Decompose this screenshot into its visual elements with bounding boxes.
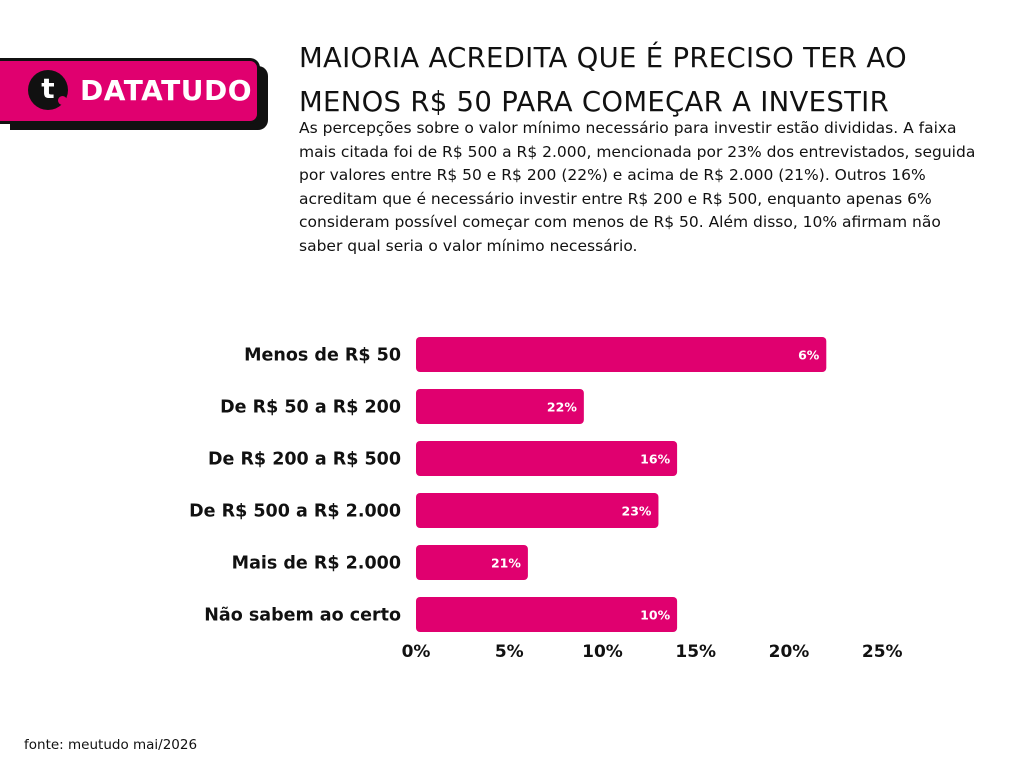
bar-de-r-500-a-r-2-000: [416, 493, 659, 528]
bar-de-r-200-a-r-500: [416, 441, 678, 476]
bar-menos-de-r-50: [416, 337, 827, 372]
chart-title: MAIORIA ACREDITA QUE É PRECISO TER AO ME…: [299, 42, 907, 118]
brand-name: DATATUDO: [80, 74, 253, 107]
x-tick-label-20: 20%: [769, 642, 810, 662]
x-tick-label-25: 25%: [862, 642, 903, 662]
chart-description: As percepções sobre o valor mínimo neces…: [299, 119, 976, 255]
bar-mais-de-r-2-000: [416, 545, 528, 580]
category-label-de-r-50-a-r-200: De R$ 50 a R$ 200: [220, 398, 401, 418]
category-label-menos-de-r-50: Menos de R$ 50: [244, 346, 401, 366]
brand-logo-dot: [58, 96, 67, 105]
category-label-de-r-200-a-r-500: De R$ 200 a R$ 500: [208, 450, 401, 470]
category-label-de-r-500-a-r-2-000: De R$ 500 a R$ 2.000: [189, 502, 401, 522]
data-label-de-r-500-a-r-2-000: 23%: [622, 504, 652, 519]
bar-de-r-50-a-r-200: [416, 389, 584, 424]
data-label-de-r-200-a-r-500: 16%: [640, 452, 670, 467]
x-tick-label-10: 10%: [582, 642, 623, 662]
category-label-nao-sabem-ao-certo: Não sabem ao certo: [204, 606, 401, 626]
x-tick-label-0: 0%: [402, 642, 431, 662]
data-label-nao-sabem-ao-certo: 10%: [640, 608, 670, 623]
x-tick-label-5: 5%: [495, 642, 524, 662]
data-label-mais-de-r-2-000: 21%: [491, 556, 521, 571]
data-label-de-r-50-a-r-200: 22%: [547, 400, 577, 415]
category-label-mais-de-r-2-000: Mais de R$ 2.000: [232, 554, 401, 574]
x-tick-label-15: 15%: [675, 642, 716, 662]
data-label-menos-de-r-50: 6%: [798, 348, 820, 363]
source-note: fonte: meutudo mai/2026: [24, 737, 198, 753]
bar-nao-sabem-ao-certo: [416, 597, 678, 632]
